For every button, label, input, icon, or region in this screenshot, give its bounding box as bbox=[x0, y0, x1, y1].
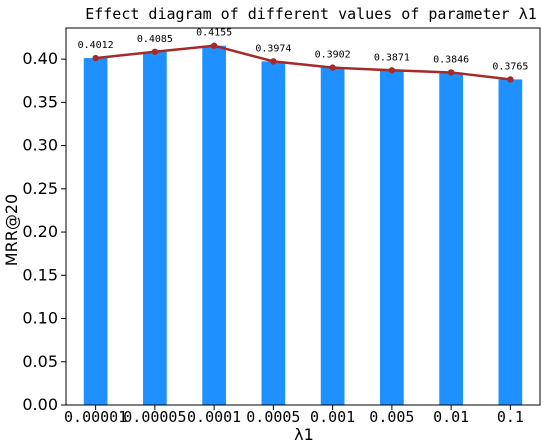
y-tick-label: 0.40 bbox=[22, 49, 58, 68]
y-tick-label: 0.30 bbox=[22, 136, 58, 155]
line-point bbox=[507, 76, 514, 83]
series-line bbox=[95, 44, 511, 81]
y-tick-label: 0.20 bbox=[22, 222, 58, 241]
x-tick-label: 0.00001 bbox=[64, 408, 127, 426]
data-label: 0.3846 bbox=[433, 54, 469, 65]
x-axis-label: λ1 bbox=[294, 425, 314, 443]
data-label: 0.3871 bbox=[374, 52, 410, 63]
bar bbox=[261, 61, 286, 405]
data-label: 0.4012 bbox=[78, 40, 114, 51]
x-tick-label: 0.001 bbox=[310, 408, 355, 426]
x-tick-label: 0.0001 bbox=[187, 408, 241, 426]
line-point bbox=[92, 54, 99, 62]
x-tick-label: 0.005 bbox=[369, 408, 414, 426]
bar bbox=[202, 45, 226, 405]
x-tick-label: 0.00005 bbox=[123, 408, 186, 426]
data-label: 0.4085 bbox=[137, 34, 173, 45]
line-point bbox=[151, 48, 159, 55]
plot-frame bbox=[65, 27, 541, 406]
bar bbox=[498, 79, 523, 405]
y-tick-label: 0.25 bbox=[22, 179, 58, 198]
line-point bbox=[210, 42, 218, 49]
line-point bbox=[388, 67, 396, 74]
bar bbox=[83, 58, 108, 406]
bar bbox=[143, 51, 167, 405]
line-point bbox=[270, 58, 277, 65]
y-tick-label: 0.05 bbox=[22, 352, 58, 371]
bar bbox=[380, 70, 404, 405]
data-label: 0.3974 bbox=[255, 43, 291, 54]
bar bbox=[320, 67, 345, 405]
x-tick-label: 0.1 bbox=[497, 408, 524, 426]
data-label: 0.3902 bbox=[315, 50, 351, 61]
data-label: 0.4155 bbox=[196, 28, 232, 39]
y-tick-label: 0.00 bbox=[22, 395, 58, 414]
bar bbox=[439, 72, 463, 406]
plot-area: 0.00 0.05 0.10 0.15 0.20 0.25 0.30 0.35 0.40 0.00… bbox=[22, 27, 541, 426]
x-tick-label: 0.0005 bbox=[246, 408, 300, 426]
line-point bbox=[329, 64, 336, 71]
y-tick-label: 0.15 bbox=[22, 265, 58, 284]
line-point bbox=[447, 69, 455, 76]
x-tick-label: 0.01 bbox=[433, 408, 469, 426]
y-tick-label: 0.35 bbox=[22, 92, 58, 111]
y-axis-label: MRR@20 bbox=[2, 194, 21, 266]
y-tick-label: 0.10 bbox=[22, 309, 58, 328]
data-label: 0.3765 bbox=[492, 61, 528, 72]
chart-title: Effect diagram of different values of pa… bbox=[85, 5, 537, 23]
